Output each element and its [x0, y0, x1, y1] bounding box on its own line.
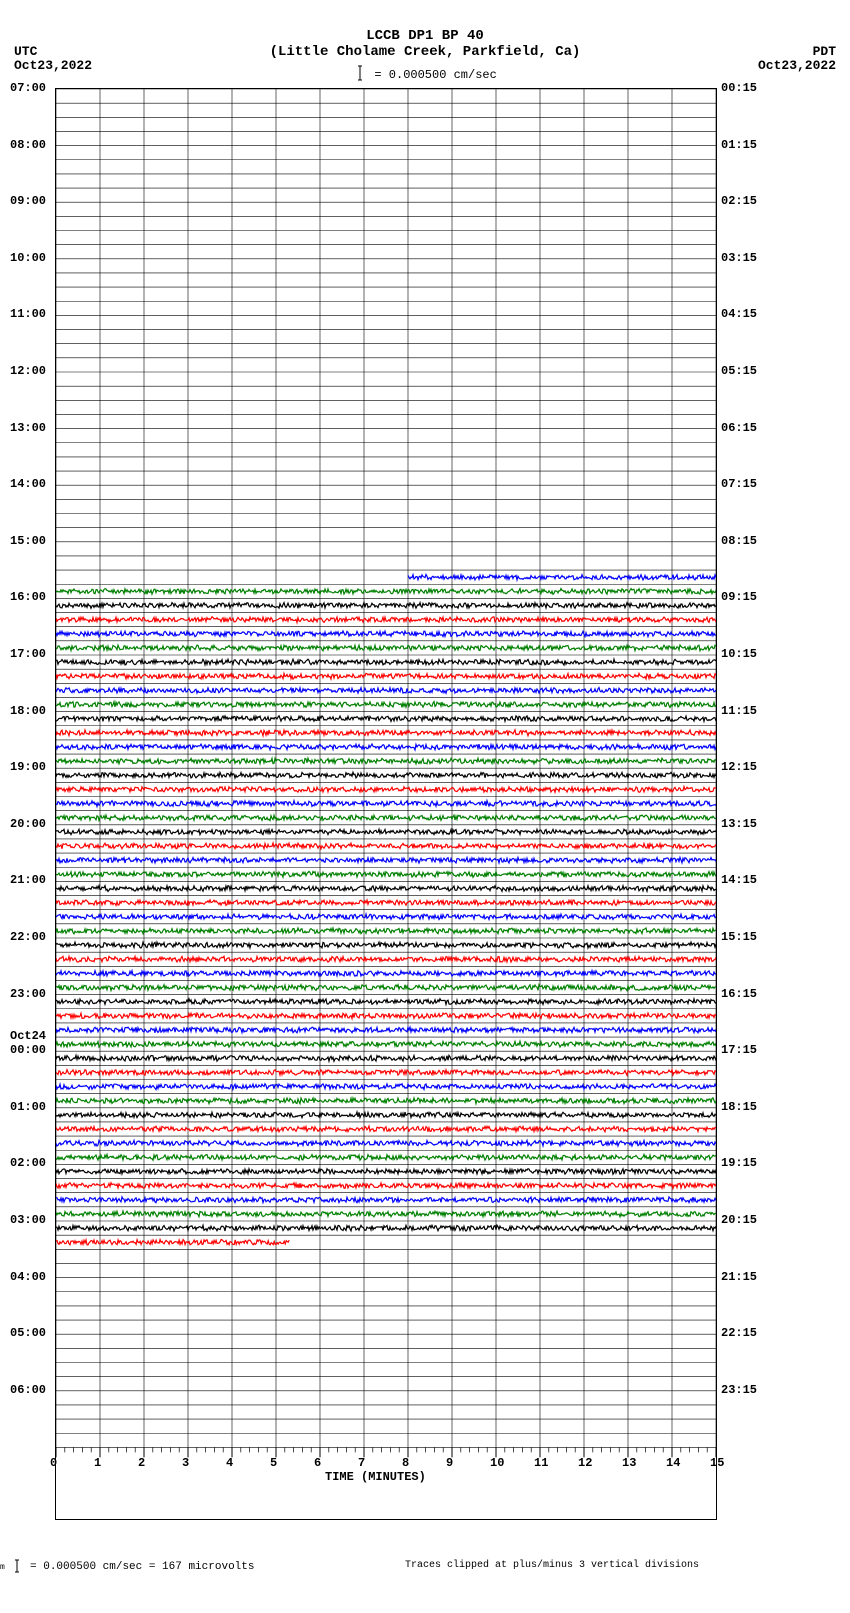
right-hour-label: 00:15	[721, 81, 757, 95]
right-hour-label: 06:15	[721, 421, 757, 435]
right-hour-label: 10:15	[721, 647, 757, 661]
right-hour-label: 02:15	[721, 194, 757, 208]
right-hour-label: 07:15	[721, 477, 757, 491]
right-hour-label: 01:15	[721, 138, 757, 152]
right-hour-label: 12:15	[721, 760, 757, 774]
tz-right-label: PDT	[813, 44, 836, 59]
footer-scale: m = 0.000500 cm/sec = 167 microvolts	[0, 1558, 254, 1574]
left-hour-label: 08:00	[10, 138, 46, 152]
x-tick-label: 6	[314, 1456, 321, 1470]
left-hour-label: 14:00	[10, 477, 46, 491]
chart-header: LCCB DP1 BP 40 (Little Cholame Creek, Pa…	[0, 0, 850, 60]
x-tick-label: 7	[358, 1456, 365, 1470]
chart-subtitle: (Little Cholame Creek, Parkfield, Ca)	[0, 44, 850, 60]
right-hour-label: 14:15	[721, 873, 757, 887]
x-tick-label: 4	[226, 1456, 233, 1470]
left-hour-label: 15:00	[10, 534, 46, 548]
left-hour-label: 02:00	[10, 1156, 46, 1170]
right-hour-label: 22:15	[721, 1326, 757, 1340]
left-hour-label: 01:00	[10, 1100, 46, 1114]
left-hour-label: 22:00	[10, 930, 46, 944]
right-hour-label: 09:15	[721, 590, 757, 604]
x-tick-label: 5	[270, 1456, 277, 1470]
chart-title: LCCB DP1 BP 40	[0, 28, 850, 44]
right-hour-label: 13:15	[721, 817, 757, 831]
date-mid-label: Oct24	[10, 1029, 46, 1043]
x-tick-label: 13	[622, 1456, 636, 1470]
left-hour-label: 11:00	[10, 307, 46, 321]
x-tick-label: 12	[578, 1456, 592, 1470]
right-hour-label: 20:15	[721, 1213, 757, 1227]
right-hour-label: 17:15	[721, 1043, 757, 1057]
right-hour-label: 19:15	[721, 1156, 757, 1170]
left-hour-label: 03:00	[10, 1213, 46, 1227]
left-hour-label: 00:00	[10, 1043, 46, 1057]
left-hour-label: 13:00	[10, 421, 46, 435]
left-hour-label: 10:00	[10, 251, 46, 265]
right-hour-label: 04:15	[721, 307, 757, 321]
x-tick-label: 8	[402, 1456, 409, 1470]
left-hour-label: 19:00	[10, 760, 46, 774]
tz-left-label: UTC	[14, 44, 37, 59]
right-hour-label: 18:15	[721, 1100, 757, 1114]
x-tick-label: 0	[50, 1456, 57, 1470]
left-hour-label: 20:00	[10, 817, 46, 831]
date-left-label: Oct23,2022	[14, 58, 92, 73]
left-hour-label: 18:00	[10, 704, 46, 718]
right-hour-label: 23:15	[721, 1383, 757, 1397]
seismogram-container: UTC Oct23,2022 PDT Oct23,2022 LCCB DP1 B…	[0, 0, 850, 1613]
x-tick-label: 10	[490, 1456, 504, 1470]
footer-clip-note: Traces clipped at plus/minus 3 vertical …	[405, 1560, 699, 1571]
right-hour-label: 03:15	[721, 251, 757, 265]
left-hour-label: 23:00	[10, 987, 46, 1001]
seismogram-plot	[55, 88, 717, 1520]
left-hour-label: 06:00	[10, 1383, 46, 1397]
x-tick-label: 11	[534, 1456, 548, 1470]
right-hour-label: 21:15	[721, 1270, 757, 1284]
x-tick-label: 2	[138, 1456, 145, 1470]
left-hour-label: 05:00	[10, 1326, 46, 1340]
left-hour-label: 12:00	[10, 364, 46, 378]
right-hour-label: 08:15	[721, 534, 757, 548]
x-tick-label: 14	[666, 1456, 680, 1470]
left-hour-label: 07:00	[10, 81, 46, 95]
x-tick-label: 9	[446, 1456, 453, 1470]
left-hour-label: 09:00	[10, 194, 46, 208]
left-hour-label: 04:00	[10, 1270, 46, 1284]
x-tick-label: 1	[94, 1456, 101, 1470]
left-hour-label: 16:00	[10, 590, 46, 604]
right-hour-label: 16:15	[721, 987, 757, 1001]
x-tick-label: 3	[182, 1456, 189, 1470]
right-hour-label: 05:15	[721, 364, 757, 378]
x-tick-label: 15	[710, 1456, 724, 1470]
x-axis-label: TIME (MINUTES)	[325, 1470, 426, 1484]
right-hour-label: 15:15	[721, 930, 757, 944]
date-right-label: Oct23,2022	[758, 58, 836, 73]
left-hour-label: 17:00	[10, 647, 46, 661]
left-hour-label: 21:00	[10, 873, 46, 887]
right-hour-label: 11:15	[721, 704, 757, 718]
